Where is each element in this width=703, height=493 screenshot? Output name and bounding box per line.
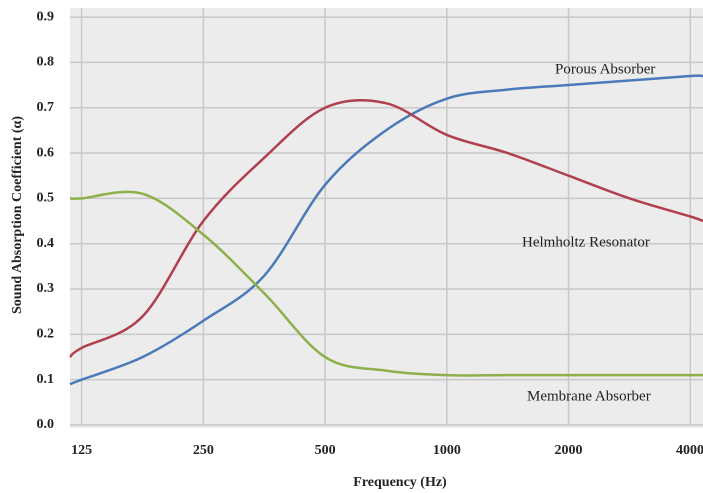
x-tick-label: 2000 [555,443,583,458]
y-tick-label: 0.4 [37,236,55,251]
x-tick-label: 125 [71,443,92,458]
x-axis-label: Frequency (Hz) [353,475,447,490]
y-tick-label: 0.5 [37,191,55,206]
page: Frequency (Hz) Sound Absorption Coeffici… [0,0,703,493]
y-tick-label: 0.3 [37,281,55,296]
y-tick-label: 0.6 [37,145,55,160]
x-tick-label: 1000 [433,443,461,458]
y-tick-label: 0.1 [37,372,55,387]
series-label: Porous Absorber [555,61,655,77]
chart: Frequency (Hz) Sound Absorption Coeffici… [0,0,703,493]
y-axis-label: Sound Absorption Coefficient (α) [10,116,25,314]
x-tick-label: 500 [315,443,336,458]
y-tick-label: 0.7 [37,100,55,115]
series-label: Helmholtz Resonator [522,234,650,250]
x-tick-label: 4000 [676,443,703,458]
y-tick-label: 0.2 [37,327,55,342]
series-label: Membrane Absorber [527,388,651,404]
y-tick-label: 0.8 [37,55,55,70]
y-tick-label: 0.9 [37,9,55,24]
x-tick-label: 250 [193,443,214,458]
y-tick-label: 0.0 [37,417,55,432]
